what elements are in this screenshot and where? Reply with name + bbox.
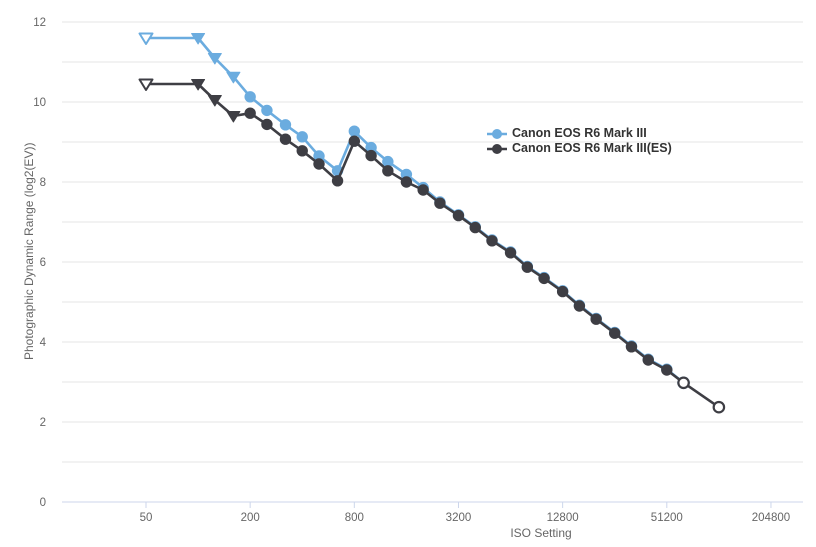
data-point-r6-iso-50[interactable] [138,32,154,45]
x-tick-label: 50 [140,512,153,524]
y-tick-label: 0 [40,497,46,509]
y-axis-title: Photographic Dynamic Range (log2(EV)) [22,142,36,360]
data-point-r6es-iso-125[interactable] [207,95,222,107]
data-point-r6es-iso-6400[interactable] [504,247,517,259]
data-point-r6es-iso-8000[interactable] [521,261,534,273]
data-point-r6es-iso-40000[interactable] [642,354,654,366]
data-point-r6es-iso-250[interactable] [261,118,273,131]
x-tick-label: 12800 [547,512,579,524]
data-point-r6es-iso-20000[interactable] [590,313,602,325]
data-point-r6-iso-125[interactable] [207,53,222,65]
data-point-r6es-iso-200[interactable] [244,107,256,119]
y-tick-label: 8 [40,177,46,189]
y-tick-label: 6 [40,257,46,269]
data-point-r6es-iso-10000[interactable] [538,272,550,285]
y-tick-label: 12 [33,17,46,29]
data-point-r6-iso-100[interactable] [191,33,206,45]
data-point-r6-iso-200[interactable] [244,91,256,103]
legend: Canon EOS R6 Mark III Canon EOS R6 Mark … [487,126,672,156]
data-point-r6es-iso-32000[interactable] [625,341,638,353]
x-axis-title: ISO Setting [510,526,572,540]
data-point-r6es-iso-160[interactable] [226,111,241,123]
data-point-r6es-iso-102400[interactable] [712,400,726,414]
x-tick-label: 800 [345,512,364,524]
y-tick-label: 2 [40,417,46,429]
data-point-r6es-iso-2000[interactable] [417,184,429,196]
data-point-r6es-iso-4000[interactable] [469,221,481,234]
legend-marker-blue-icon [487,128,507,139]
legend-label: Canon EOS R6 Mark III(ES) [512,141,672,155]
data-point-r6es-iso-640[interactable] [331,175,344,187]
data-point-r6-iso-320[interactable] [279,119,292,131]
data-point-r6es-iso-12800[interactable] [556,285,569,298]
data-point-r6es-iso-320[interactable] [279,133,292,145]
data-point-r6es-iso-64000[interactable] [677,376,690,390]
data-point-r6es-iso-50[interactable] [138,78,154,91]
data-point-r6es-iso-2500[interactable] [434,197,446,209]
data-point-r6es-iso-16000[interactable] [573,300,586,312]
data-point-r6es-iso-25600[interactable] [609,327,621,339]
y-tick-label: 4 [40,337,47,349]
legend-label: Canon EOS R6 Mark III [512,126,647,140]
series-line-r6-mark-iii [144,36,685,385]
data-point-r6es-iso-800[interactable] [348,135,361,147]
data-point-r6es-iso-3200[interactable] [452,209,465,222]
data-point-r6es-iso-1000[interactable] [365,149,377,162]
legend-item-r6-mark-iii-es[interactable]: Canon EOS R6 Mark III(ES) [487,141,672,156]
y-tick-label: 10 [33,97,46,109]
data-point-r6es-iso-5000[interactable] [486,235,498,247]
data-point-r6es-iso-51200[interactable] [661,364,673,376]
data-point-r6es-iso-500[interactable] [313,158,325,170]
data-point-r6es-iso-1600[interactable] [400,176,413,188]
x-tick-label: 204800 [752,512,790,524]
data-point-r6-iso-400[interactable] [296,131,308,143]
data-point-r6-iso-250[interactable] [261,104,273,117]
x-tick-label: 200 [241,512,260,524]
legend-item-r6-mark-iii[interactable]: Canon EOS R6 Mark III [487,126,672,141]
data-point-r6-iso-800[interactable] [348,125,361,137]
data-point-r6es-iso-400[interactable] [296,145,308,157]
x-tick-label: 3200 [446,512,472,524]
x-tick-label: 51200 [651,512,683,524]
data-point-r6es-iso-1250[interactable] [382,165,394,177]
data-point-r6es-iso-100[interactable] [191,79,206,91]
legend-marker-black-icon [487,143,507,154]
data-point-r6-iso-160[interactable] [226,71,241,84]
